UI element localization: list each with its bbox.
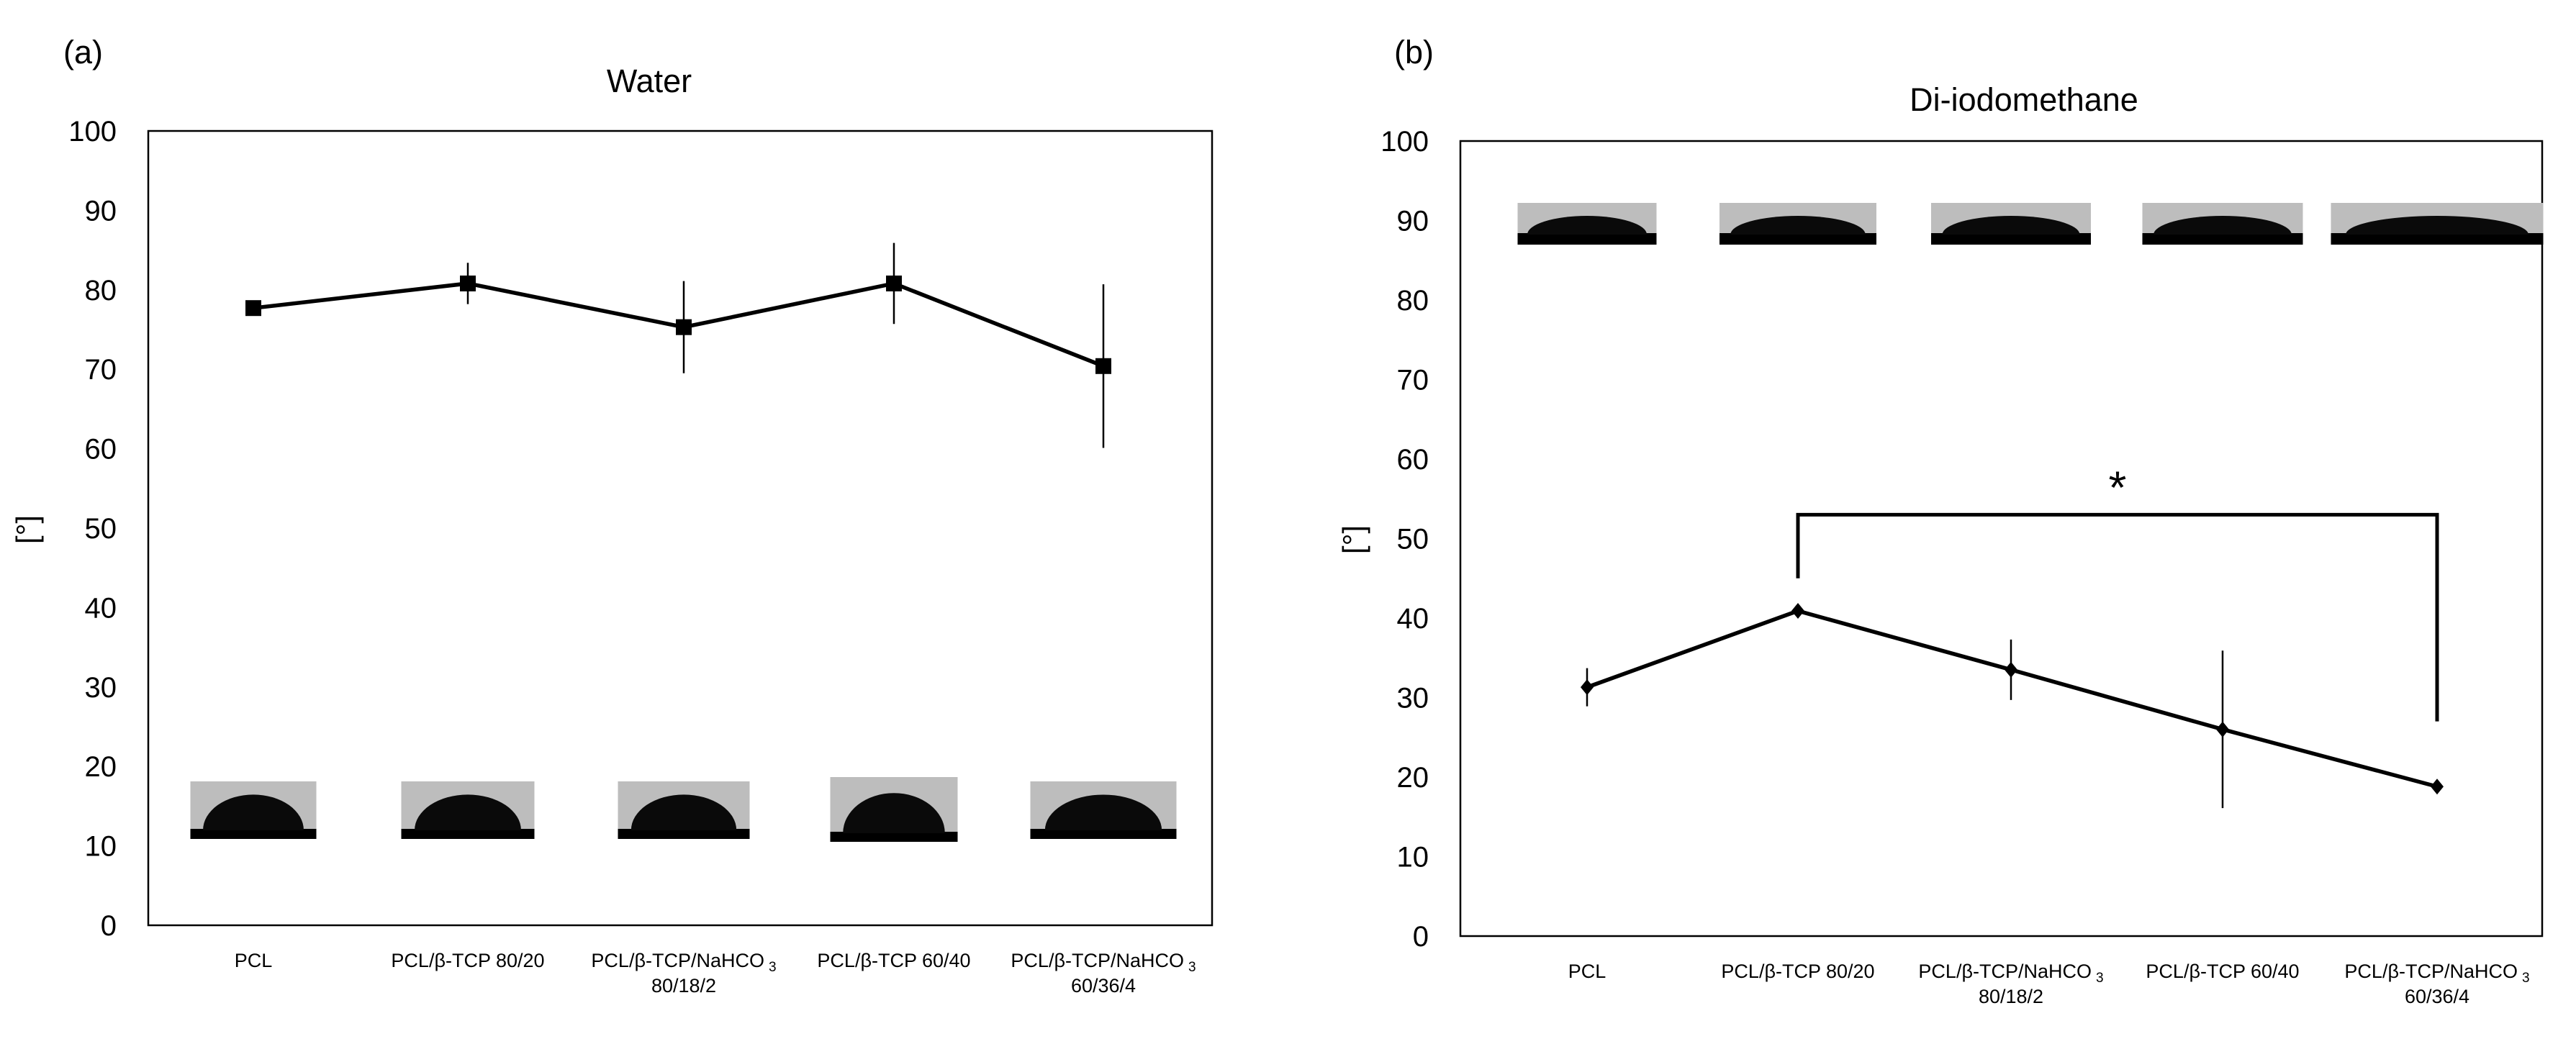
p2-droplet-photo <box>1719 203 1876 245</box>
p1-droplet-shape <box>203 794 304 830</box>
p2-series-line <box>1586 609 2438 789</box>
p1-y-tick-label: 0 <box>101 910 117 942</box>
p1-y-axis-label: [°] <box>10 515 44 544</box>
p1-category-label: 60/36/4 <box>1071 975 1136 997</box>
p1-y-tick-label: 90 <box>85 195 117 227</box>
p2-droplet-shape <box>1730 216 1866 235</box>
p1-y-tick-label: 100 <box>68 116 117 147</box>
p2-y-tick-label: 90 <box>1397 206 1429 237</box>
p2-droplet-substrate <box>1931 233 2091 245</box>
p1-droplet-substrate <box>401 829 535 839</box>
p2-data-point <box>2216 721 2229 737</box>
p1-droplet-shape <box>631 794 737 830</box>
p1-y-tick-label: 20 <box>85 751 117 783</box>
p1-y-tick-label: 70 <box>85 354 117 386</box>
p1-y-tick-label: 50 <box>85 513 117 545</box>
p2-y-tick-label: 30 <box>1397 683 1429 714</box>
p2-droplet-substrate <box>1719 233 1876 245</box>
p2-data-point <box>1791 603 1804 619</box>
p1-y-tick-label: 60 <box>85 434 117 466</box>
p2-droplet-photo <box>2331 203 2544 245</box>
p1-chart-title: Water <box>607 63 692 99</box>
p1-data-point <box>676 319 692 335</box>
panel-a: (a) Water [°] 0 10 20 30 40 50 60 70 80 90 100 PCL PCL/… <box>10 34 1214 997</box>
p2-data-point <box>1581 679 1594 696</box>
p1-y-tick-label: 40 <box>85 592 117 624</box>
p2-y-tick-label: 0 <box>1413 921 1429 953</box>
p1-droplet-photo <box>830 777 958 842</box>
p1-droplet-substrate <box>618 829 750 839</box>
p2-plot-frame <box>1459 140 2544 938</box>
p2-droplet-photo <box>1931 203 2091 245</box>
p1-droplet-shape <box>843 793 945 833</box>
p2-y-tick-label: 100 <box>1380 126 1429 158</box>
p1-droplet-shape <box>1044 794 1162 830</box>
p2-y-tick-label: 80 <box>1397 285 1429 317</box>
p2-chart-title: Di-iodomethane <box>1910 81 2138 118</box>
p2-data-point <box>2431 779 2444 795</box>
p2-significance-bracket <box>1796 512 2439 722</box>
p1-droplet-substrate <box>190 829 317 839</box>
p2-y-tick-label: 10 <box>1397 842 1429 873</box>
p1-droplet-photo <box>618 781 750 839</box>
p1-droplet-substrate <box>1030 829 1177 839</box>
p1-droplet-shape <box>415 794 521 830</box>
p2-droplet-substrate <box>1517 233 1657 245</box>
p1-data-point <box>245 300 261 317</box>
p1-category-label: PCL/β-TCP 60/40 <box>817 950 970 971</box>
p2-category-label: PCL <box>1568 961 1606 982</box>
p2-y-tick-label: 20 <box>1397 762 1429 794</box>
p1-category-label: PCL/β-TCP 80/20 <box>391 950 544 971</box>
p2-droplet-shape <box>1527 216 1647 235</box>
p2-category-label: PCL/β-TCP 60/40 <box>2146 961 2299 982</box>
p2-y-axis-label: [°] <box>1337 525 1370 554</box>
p1-y-tick-label: 10 <box>85 831 117 863</box>
p1-droplet-photo <box>1030 781 1177 839</box>
p2-droplet-photo <box>1517 203 1657 245</box>
p2-data-point <box>2005 661 2017 678</box>
p1-plot-frame <box>147 130 1214 927</box>
p1-y-tick-label: 30 <box>85 672 117 704</box>
p2-y-tick-label: 70 <box>1397 365 1429 396</box>
p2-droplet-substrate <box>2142 233 2303 245</box>
p2-panel-label: (b) <box>1394 34 1434 71</box>
p1-category-label: PCL/β-TCP/NaHCO 3 <box>1011 950 1196 975</box>
p1-panel-label: (a) <box>63 34 103 71</box>
p1-category-label: PCL/β-TCP/NaHCO 3 <box>591 950 776 975</box>
p2-category-label: 80/18/2 <box>1979 986 2043 1007</box>
p2-category-label: 60/36/4 <box>2405 986 2469 1007</box>
p1-data-point <box>886 275 902 291</box>
p2-droplet-substrate <box>2331 233 2544 245</box>
p2-y-tick-label: 50 <box>1397 524 1429 555</box>
p1-droplet-photo <box>190 781 317 839</box>
p2-droplet-photo <box>2142 203 2303 245</box>
p1-droplet-substrate <box>830 832 958 842</box>
p2-droplet-shape <box>2154 216 2292 235</box>
p2-category-label: PCL/β-TCP/NaHCO 3 <box>1918 961 2103 986</box>
p2-y-tick-label: 40 <box>1397 603 1429 635</box>
p2-category-label: PCL/β-TCP 80/20 <box>1721 961 1874 982</box>
p2-droplet-shape <box>1942 216 2080 235</box>
p1-category-label: 80/18/2 <box>651 975 716 997</box>
p2-y-tick-label: 60 <box>1397 444 1429 476</box>
p2-droplet-shape <box>2346 215 2528 235</box>
p2-category-label: PCL/β-TCP/NaHCO 3 <box>2344 961 2529 986</box>
p2-significance-star: * <box>2109 461 2127 513</box>
panel-b: (b) Di-iodomethane [°] 0 10 20 30 40 50 60 70 80 90 1… <box>1337 34 2544 1007</box>
p1-data-point <box>1095 358 1111 374</box>
p1-category-label: PCL <box>235 950 273 971</box>
p1-data-point <box>460 275 476 291</box>
p1-y-tick-label: 80 <box>85 275 117 307</box>
p1-droplet-photo <box>401 781 535 839</box>
